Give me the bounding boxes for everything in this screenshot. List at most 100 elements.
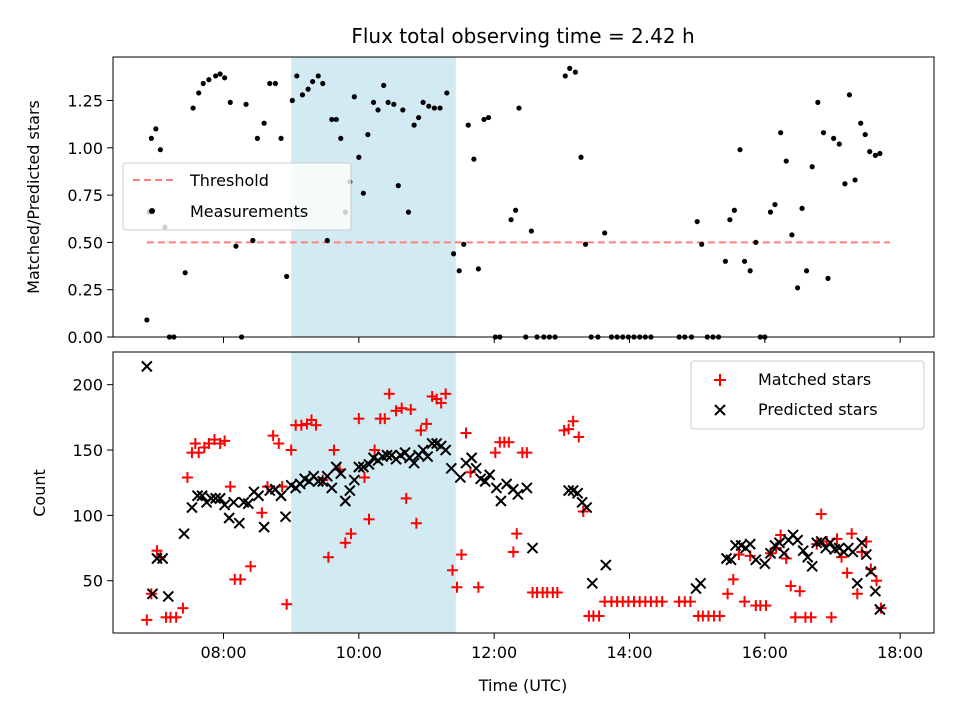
matched-star-point xyxy=(141,614,153,626)
top-legend-box xyxy=(122,162,352,231)
y-tick-label: 0.50 xyxy=(67,233,103,252)
predicted-star-point xyxy=(512,488,524,501)
predicted-star-point xyxy=(363,458,375,471)
predicted-star-point xyxy=(205,492,217,505)
measurement-point xyxy=(741,258,748,264)
matched-star-point xyxy=(410,517,422,529)
predicted-star-point xyxy=(252,490,265,502)
measurement-point xyxy=(872,152,878,158)
predicted-star-point xyxy=(312,475,324,488)
measurement-point xyxy=(789,232,795,238)
measurement-point xyxy=(456,268,462,274)
matched-star-point xyxy=(224,481,236,493)
top-y-axis-label: Matched/Predicted stars xyxy=(24,100,43,294)
predicted-star-point xyxy=(764,547,777,559)
measurement-point xyxy=(582,241,589,247)
predicted-star-point xyxy=(445,462,458,475)
predicted-star-point xyxy=(223,512,235,524)
predicted-star-point xyxy=(408,457,420,469)
matched-star-point xyxy=(390,405,402,417)
measurement-point xyxy=(867,148,873,155)
predicted-star-point xyxy=(791,534,804,546)
predicted-star-point xyxy=(227,496,240,509)
predicted-star-point xyxy=(874,603,886,616)
bottom-y-axis-label: Count xyxy=(30,469,49,517)
measurement-point xyxy=(513,207,519,213)
x-tick-label: 08:00 xyxy=(200,643,246,662)
measurement-point xyxy=(465,122,471,128)
highlight-span-rect xyxy=(291,352,456,633)
matched-star-point xyxy=(489,447,501,459)
measurement-point xyxy=(227,99,233,106)
measurement-point xyxy=(809,164,815,170)
predicted-star-point xyxy=(178,527,190,540)
predicted-star-point xyxy=(797,544,809,557)
measurement-point xyxy=(284,273,290,280)
matched-star-point xyxy=(193,447,205,459)
predicted-star-point xyxy=(348,474,361,486)
predicted-star-point xyxy=(421,450,434,463)
legend-matched-label: Matched stars xyxy=(758,370,871,389)
matched-star-point xyxy=(846,528,858,540)
matched-star-point xyxy=(435,397,447,409)
predicted-star-point xyxy=(141,360,153,373)
predicted-star-point xyxy=(571,487,584,499)
measurement-point xyxy=(815,99,821,106)
matched-star-point xyxy=(451,581,463,593)
predicted-star-point xyxy=(815,535,827,548)
y-tick-label: 150 xyxy=(72,441,103,460)
bottom-highlight-span xyxy=(291,352,456,633)
matched-star-point xyxy=(245,560,257,572)
measurement-point xyxy=(375,107,381,113)
predicted-star-point xyxy=(744,538,756,550)
matched-star-point xyxy=(446,564,458,576)
measurement-point xyxy=(842,181,848,187)
measurement-point xyxy=(400,107,406,113)
legend-predicted-label: Predicted stars xyxy=(758,400,878,419)
measurement-point xyxy=(846,92,853,98)
predicted-star-point xyxy=(801,551,814,563)
predicted-star-point xyxy=(824,537,836,549)
matched-star-point xyxy=(739,596,751,608)
measurement-point xyxy=(727,217,733,223)
predicted-star-point xyxy=(275,490,287,502)
predicted-star-point xyxy=(847,546,859,558)
matched-star-point xyxy=(189,437,201,449)
measurement-point xyxy=(333,116,339,123)
predicted-stars-points xyxy=(141,360,886,616)
matched-star-point xyxy=(281,598,293,610)
matched-star-point xyxy=(455,549,467,561)
predicted-star-point xyxy=(321,470,333,482)
measurement-point xyxy=(825,275,831,281)
measurement-point xyxy=(722,258,728,264)
bottom-y-ticks: 50 100 150 200 xyxy=(72,376,113,591)
measurement-point xyxy=(157,147,163,153)
measurement-point xyxy=(731,207,737,213)
predicted-star-point xyxy=(470,462,482,475)
measurement-point xyxy=(475,266,481,272)
predicted-star-point xyxy=(759,558,771,570)
y-tick-label: 100 xyxy=(72,506,103,525)
predicted-star-point xyxy=(146,588,159,600)
matched-star-point xyxy=(567,415,579,427)
measurement-point xyxy=(338,135,344,141)
predicted-star-point xyxy=(806,560,818,573)
measurement-point xyxy=(206,77,212,83)
matched-star-point xyxy=(656,596,668,608)
top-axes-frame xyxy=(112,56,935,338)
measurement-point xyxy=(294,73,300,79)
matched-star-point xyxy=(722,588,734,600)
predicted-star-point xyxy=(580,501,593,514)
matched-star-point xyxy=(181,471,193,483)
matched-star-point xyxy=(267,430,279,442)
measurement-point xyxy=(222,75,228,81)
measurement-point xyxy=(310,78,316,85)
predicted-star-point xyxy=(465,452,478,464)
matched-star-point xyxy=(521,447,533,459)
matched-star-point xyxy=(400,492,412,504)
predicted-star-point xyxy=(490,482,503,494)
measurement-point xyxy=(437,105,443,111)
bottom-x-axis-label: Time (UTC) xyxy=(478,676,567,695)
predicted-star-point xyxy=(417,444,429,456)
matched-star-point xyxy=(760,600,772,612)
